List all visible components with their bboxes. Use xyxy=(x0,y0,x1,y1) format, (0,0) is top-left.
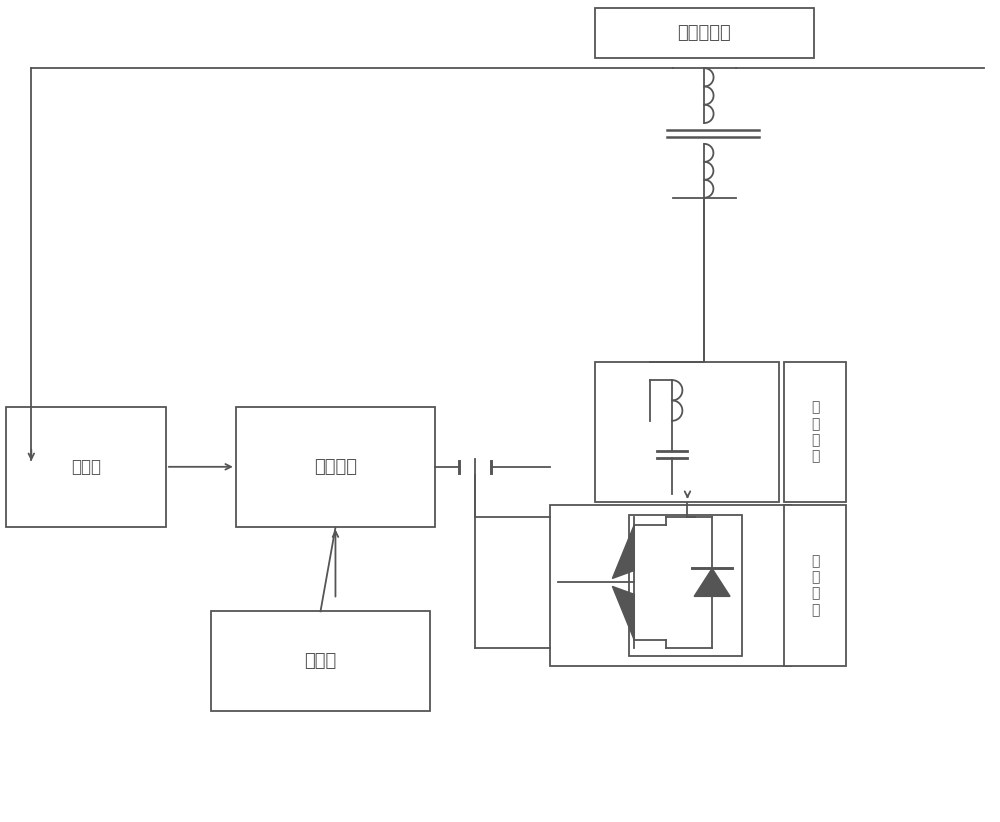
FancyBboxPatch shape xyxy=(236,407,435,527)
FancyBboxPatch shape xyxy=(784,505,846,666)
FancyBboxPatch shape xyxy=(550,505,791,666)
FancyBboxPatch shape xyxy=(784,363,846,501)
Text: 串联变压器: 串联变压器 xyxy=(678,25,731,42)
Polygon shape xyxy=(612,524,634,579)
Text: 整流器: 整流器 xyxy=(71,458,101,476)
Text: 控制器: 控制器 xyxy=(304,652,337,670)
Text: 滤
波
电
路: 滤 波 电 路 xyxy=(811,400,819,464)
Text: 能量储存: 能量储存 xyxy=(314,458,357,476)
Text: 逆
变
电
路: 逆 变 电 路 xyxy=(811,554,819,616)
FancyBboxPatch shape xyxy=(595,363,779,501)
Polygon shape xyxy=(694,569,730,597)
Polygon shape xyxy=(612,586,634,640)
FancyBboxPatch shape xyxy=(6,407,166,527)
FancyBboxPatch shape xyxy=(595,8,814,58)
FancyBboxPatch shape xyxy=(211,612,430,711)
